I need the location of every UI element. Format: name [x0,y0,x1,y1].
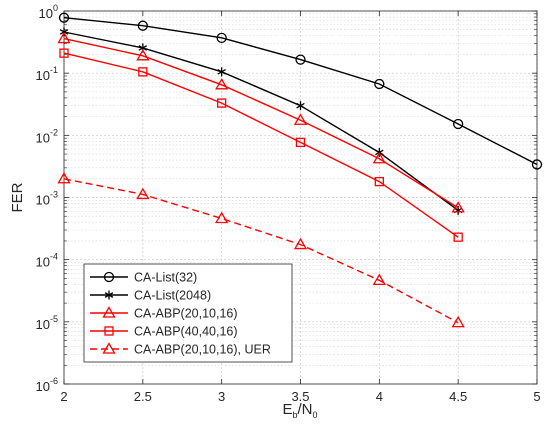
square-marker [295,137,306,148]
circle-marker [453,118,464,130]
y-axis-label: FER [9,182,26,212]
y-tick-label-exponent: -2 [50,127,58,137]
square-marker [374,176,384,187]
square-marker [59,48,69,58]
legend-item: CA-List(2048) [90,289,211,303]
x-axis-label-sub1: b [292,410,297,420]
triangle-marker [293,113,308,125]
y-tick-label: 10-6 [36,376,58,394]
circle-marker [216,32,227,43]
legend-label: CA-ABP(20,10,16), UER [134,343,271,357]
asterisk-stroke [217,69,226,75]
triangle-marker [102,342,116,354]
legend-label: CA-ABP(20,10,16) [134,307,238,321]
y-tick-label-base: 10 [36,379,50,394]
asterisk-stroke [104,292,114,298]
x-axis-label-mid: /N [298,401,313,418]
x-tick-label: 3.5 [291,389,309,404]
triangle-marker [372,151,386,164]
asterisk-marker [217,67,226,77]
y-tick-label-exponent: -5 [50,314,58,324]
triangle-marker [215,77,229,90]
legend: CA-List(32) CA-List(2048) CA-ABP(20,10,16)… [83,263,293,363]
legend-item: CA-List(32) [90,271,197,285]
circle-marker [58,12,70,23]
y-tick-label: 10-4 [36,252,58,270]
y-tick-label-base: 10 [36,255,50,270]
y-tick-label-exponent: -4 [50,252,58,262]
square-marker [138,67,148,77]
series-3 [57,31,465,213]
x-tick-label: 4 [376,389,383,404]
series-layer [57,12,543,328]
y-tick-label-base: 10 [36,193,50,208]
circle-marker [531,159,543,170]
series-line [63,31,459,211]
series-5 [57,171,465,328]
triangle-marker [451,201,465,213]
series-line [63,178,459,324]
legend-item: CA-ABP(20,10,16), UER [90,342,271,357]
asterisk-stroke [296,102,305,109]
x-tick-label: 5 [533,389,540,404]
circle-marker [374,78,385,90]
square-marker [453,232,463,242]
x-tick-label: 4.5 [449,389,467,404]
legend-label: CA-ABP(40,40,16) [134,325,238,339]
square-marker [217,98,227,108]
y-tick-label-base: 10 [36,68,50,83]
series-4 [59,48,463,242]
legend-label: CA-List(32) [134,271,197,285]
y-tick-label-base: 10 [39,6,53,21]
triangle-marker [57,171,71,184]
triangle-marker [136,187,150,200]
circle-marker [295,54,306,65]
y-tick-label: 10-2 [36,127,58,145]
series-1 [58,12,543,170]
circle-marker [103,271,115,283]
circle-marker [137,20,148,31]
y-tick-label: 10-3 [36,190,58,208]
triangle-marker [215,211,229,224]
triangle-marker [57,31,71,44]
x-tick-label: 2 [60,389,67,404]
x-axis-label-main: E [282,401,292,418]
y-tick-label-exponent: -1 [50,65,58,75]
y-tick-label: 10-5 [36,314,58,332]
x-axis-label-sub2: 0 [313,410,318,420]
y-tick-label: 10-1 [36,65,58,83]
y-tick-label-base: 10 [36,317,50,332]
legend-label: CA-List(2048) [134,289,211,303]
x-axis-label: Eb/N0 [282,401,317,420]
triangle-marker [293,237,308,250]
x-tick-label: 2.5 [134,389,152,404]
triangle-marker [136,49,150,61]
asterisk-marker [104,290,114,300]
square-marker [104,326,114,336]
legend-item: CA-ABP(20,10,16) [90,306,238,321]
y-tick-label-exponent: -3 [50,190,58,200]
y-tick-label-exponent: -6 [50,376,58,386]
asterisk-stroke [138,45,148,51]
series-line [63,37,459,209]
triangle-marker [372,273,386,285]
y-tick-label-base: 10 [36,130,50,145]
y-tick-label-exponent: 0 [53,3,58,13]
series-line [63,52,459,238]
triangle-marker [102,306,116,318]
asterisk-marker [296,101,305,111]
triangle-marker [451,315,465,328]
series-line [63,17,538,166]
y-tick-label: 100 [39,3,58,21]
legend-item: CA-ABP(40,40,16) [90,325,238,339]
x-tick-label: 3 [218,389,225,404]
